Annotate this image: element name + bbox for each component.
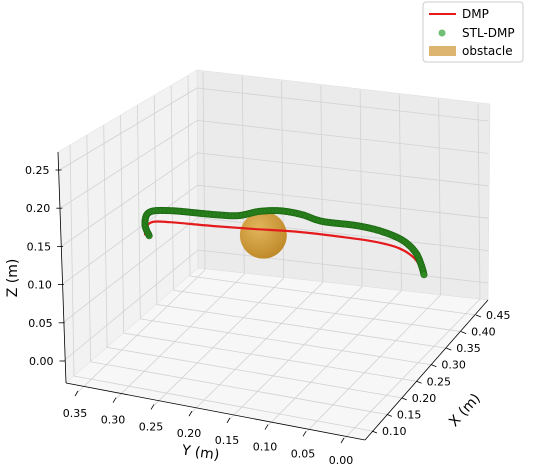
grid-line (120, 115, 125, 334)
y-tick-label: 0.15 (215, 434, 240, 447)
grid-line (173, 289, 462, 332)
x-tick-label: 0.25 (427, 375, 452, 388)
x-tick-mark (386, 414, 393, 417)
grid-line (229, 286, 363, 420)
y-tick-mark (264, 424, 269, 430)
grid-line (305, 294, 441, 433)
y-axis-label: Y (m) (180, 442, 220, 463)
y-ticks: 0.35 0.30 0.25 0.20 0.15 0.10 0.05 0.00 (63, 390, 354, 467)
y-tick-label: 0.35 (63, 407, 88, 420)
grid-line (170, 85, 174, 291)
x-tick-mark (446, 347, 452, 351)
grid-line (60, 152, 198, 247)
grid-line (137, 105, 141, 319)
x-tick-label: 0.45 (486, 309, 511, 322)
legend-swatch-obstacle (429, 46, 456, 56)
legend-label-dmp: DMP (462, 7, 489, 21)
y-tick-mark (188, 410, 193, 417)
grid-line (202, 71, 206, 271)
grid-line (320, 85, 324, 283)
z-tick-label: 0.20 (26, 202, 51, 215)
x-tick-label: 0.20 (412, 392, 437, 405)
x-tick-label: 0.35 (456, 342, 481, 355)
legend-swatch-stl-dmp (438, 29, 446, 37)
grid-line (63, 249, 199, 362)
grid-line (73, 375, 373, 432)
y-tick-label: 0.25 (139, 420, 164, 433)
z-tick-label: 0.05 (28, 317, 53, 330)
z-ticks: 0.00 0.05 0.10 0.15 0.20 0.25 (25, 164, 66, 368)
grid-line (343, 298, 481, 440)
y-tick-mark (340, 437, 345, 444)
grid-line (438, 99, 442, 295)
z-tick-label: 0.00 (29, 355, 54, 368)
grid-line (153, 95, 158, 305)
grid-line (123, 332, 417, 382)
y-tick-label: 0.00 (329, 454, 354, 467)
z-tick-label: 0.25 (25, 164, 50, 177)
y-tick-label: 0.30 (101, 414, 126, 427)
grid-line (86, 135, 91, 362)
y-tick-label: 0.10 (253, 441, 278, 454)
grid-line (477, 103, 481, 300)
y-tick-mark (226, 417, 231, 424)
grid-line (62, 217, 199, 324)
stl-dmp-point (420, 271, 428, 279)
obstacle-sphere (239, 211, 287, 259)
x-tick-mark (431, 364, 437, 368)
grid-line (187, 75, 191, 277)
x-tick-label: 0.15 (397, 408, 422, 421)
x-tick-mark (371, 430, 378, 434)
grid-line (60, 120, 198, 209)
z-axis-label: Z (m) (5, 259, 21, 298)
legend-label-stl-dmp: STL-DMP (462, 26, 515, 40)
x-ticks: 0.10 0.15 0.20 0.25 0.30 0.35 0.40 0.45 (371, 309, 511, 438)
grid-line (267, 290, 402, 426)
z-tick-label: 0.10 (27, 279, 52, 292)
x-tick-mark (475, 314, 482, 318)
grid-line (153, 278, 284, 406)
grid-line (191, 282, 324, 413)
x-tick-label: 0.10 (382, 425, 407, 438)
y-tick-mark (74, 390, 79, 397)
y-tick-mark (150, 404, 155, 410)
grid-line (69, 144, 75, 377)
grid-line (197, 249, 489, 284)
grid-line (103, 125, 108, 348)
y-tick-mark (302, 431, 307, 437)
grid-line (399, 94, 402, 291)
series-stl-dmp-markers (141, 206, 428, 279)
grid-line (359, 90, 363, 287)
y-tick-label: 0.20 (177, 427, 202, 440)
grid-line (156, 304, 447, 349)
x-tick-label: 0.30 (441, 359, 466, 372)
x-tick-mark (416, 380, 422, 384)
grid-line (189, 275, 477, 316)
grid-line (107, 347, 402, 399)
z-axis-line (57, 151, 67, 384)
x-tick-mark (460, 331, 467, 334)
x-tick-mark (401, 397, 407, 401)
legend: DMP STL-DMP obstacle (422, 1, 524, 63)
grid-line (90, 361, 387, 415)
grid-line (59, 87, 198, 171)
series-dmp-line (143, 220, 426, 277)
series-layer (141, 206, 428, 279)
legend-label-obstacle: obstacle (462, 44, 513, 58)
x-axis-line (364, 299, 489, 441)
axis-lines (57, 151, 489, 441)
y-axis-line (65, 382, 366, 441)
z-tick-label: 0.15 (27, 240, 52, 253)
x-tick-label: 0.40 (471, 326, 496, 339)
x-axis-label: X (m) (446, 391, 484, 430)
y-tick-label: 0.05 (291, 447, 316, 460)
grid-line (196, 87, 489, 122)
grid-line (61, 184, 198, 285)
grid-line (77, 269, 206, 393)
grid-line (115, 273, 245, 400)
grid-line (140, 318, 432, 366)
y-tick-mark (112, 397, 117, 403)
